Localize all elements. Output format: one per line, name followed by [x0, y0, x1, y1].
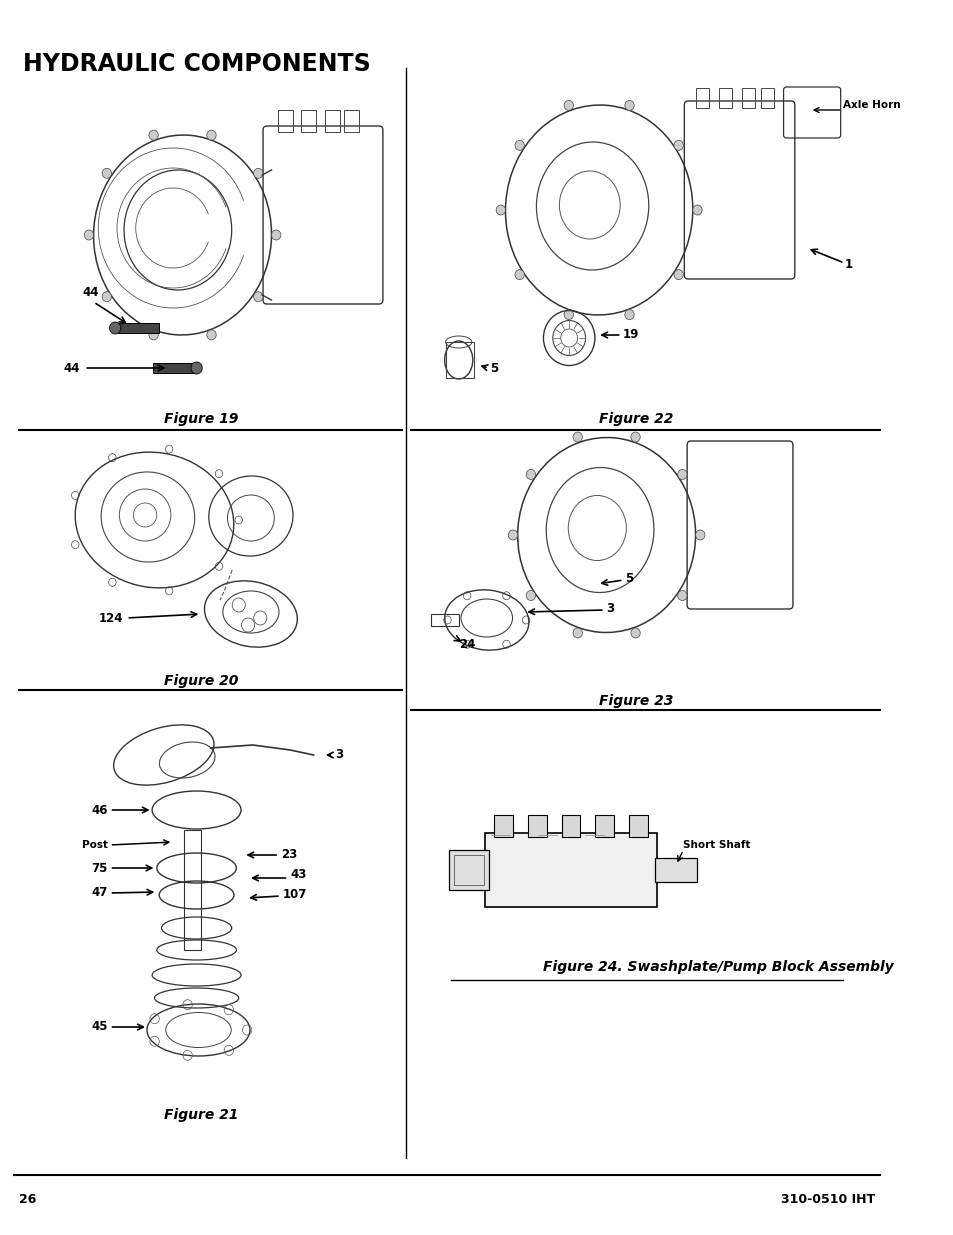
Text: 47: 47: [91, 887, 108, 899]
Circle shape: [695, 530, 704, 540]
Circle shape: [508, 530, 517, 540]
Text: Figure 21: Figure 21: [164, 1108, 238, 1123]
Text: 23: 23: [280, 848, 296, 862]
Circle shape: [692, 205, 701, 215]
Circle shape: [515, 141, 524, 151]
Circle shape: [102, 291, 112, 301]
Circle shape: [573, 627, 581, 638]
Bar: [184, 830, 201, 950]
Text: Figure 22: Figure 22: [598, 412, 673, 426]
Bar: [655, 858, 697, 882]
Circle shape: [677, 590, 686, 600]
Text: 3: 3: [335, 748, 343, 762]
Circle shape: [526, 590, 535, 600]
Circle shape: [207, 130, 216, 140]
FancyBboxPatch shape: [484, 832, 657, 906]
Circle shape: [110, 322, 121, 333]
Text: 19: 19: [622, 329, 639, 342]
Bar: [301, 110, 316, 132]
Text: 24: 24: [458, 638, 475, 652]
Circle shape: [630, 627, 639, 638]
Circle shape: [673, 141, 682, 151]
Circle shape: [630, 432, 639, 442]
Bar: [152, 363, 193, 373]
Bar: [494, 815, 513, 837]
Circle shape: [563, 100, 573, 110]
Circle shape: [149, 330, 158, 340]
Text: 1: 1: [843, 258, 852, 272]
Circle shape: [515, 269, 524, 279]
Circle shape: [563, 310, 573, 320]
Text: 5: 5: [489, 362, 497, 374]
Bar: [449, 850, 488, 890]
Bar: [561, 815, 579, 837]
Bar: [695, 88, 708, 107]
Text: Axle Horn: Axle Horn: [841, 100, 900, 110]
Bar: [343, 110, 358, 132]
Text: Figure 19: Figure 19: [164, 412, 238, 426]
Bar: [277, 110, 293, 132]
Text: 5: 5: [625, 572, 633, 584]
Text: 44: 44: [82, 285, 99, 299]
Text: Figure 24. Swashplate/Pump Block Assembly: Figure 24. Swashplate/Pump Block Assembl…: [542, 960, 893, 974]
Text: 44: 44: [64, 362, 80, 374]
Circle shape: [677, 469, 686, 479]
Text: 107: 107: [282, 888, 307, 902]
Circle shape: [624, 310, 634, 320]
Bar: [760, 88, 774, 107]
Bar: [430, 614, 458, 626]
Circle shape: [207, 330, 216, 340]
Circle shape: [191, 362, 202, 374]
Circle shape: [84, 230, 93, 240]
Text: HYDRAULIC COMPONENTS: HYDRAULIC COMPONENTS: [24, 52, 371, 77]
Circle shape: [624, 100, 634, 110]
Text: Figure 23: Figure 23: [598, 694, 673, 708]
Bar: [741, 88, 755, 107]
Text: Post: Post: [82, 840, 108, 850]
Text: 46: 46: [91, 804, 108, 816]
Text: 3: 3: [606, 601, 614, 615]
Text: 310-0510 IHT: 310-0510 IHT: [781, 1193, 875, 1207]
Circle shape: [253, 291, 263, 301]
Circle shape: [272, 230, 280, 240]
Circle shape: [253, 168, 263, 178]
Bar: [628, 815, 647, 837]
Text: Figure 20: Figure 20: [164, 674, 238, 688]
Circle shape: [526, 469, 535, 479]
Bar: [325, 110, 339, 132]
Text: 45: 45: [91, 1020, 108, 1034]
Text: Short Shaft: Short Shaft: [682, 840, 750, 850]
Bar: [454, 855, 483, 885]
Bar: [118, 324, 159, 333]
Text: 75: 75: [91, 862, 108, 874]
Text: 124: 124: [99, 611, 124, 625]
Text: 43: 43: [290, 868, 306, 882]
Text: 26: 26: [19, 1193, 36, 1207]
Circle shape: [673, 269, 682, 279]
Bar: [719, 88, 731, 107]
Circle shape: [496, 205, 505, 215]
Circle shape: [102, 168, 112, 178]
Circle shape: [573, 432, 581, 442]
Bar: [527, 815, 546, 837]
Bar: [445, 342, 474, 378]
Circle shape: [149, 130, 158, 140]
Bar: [595, 815, 614, 837]
